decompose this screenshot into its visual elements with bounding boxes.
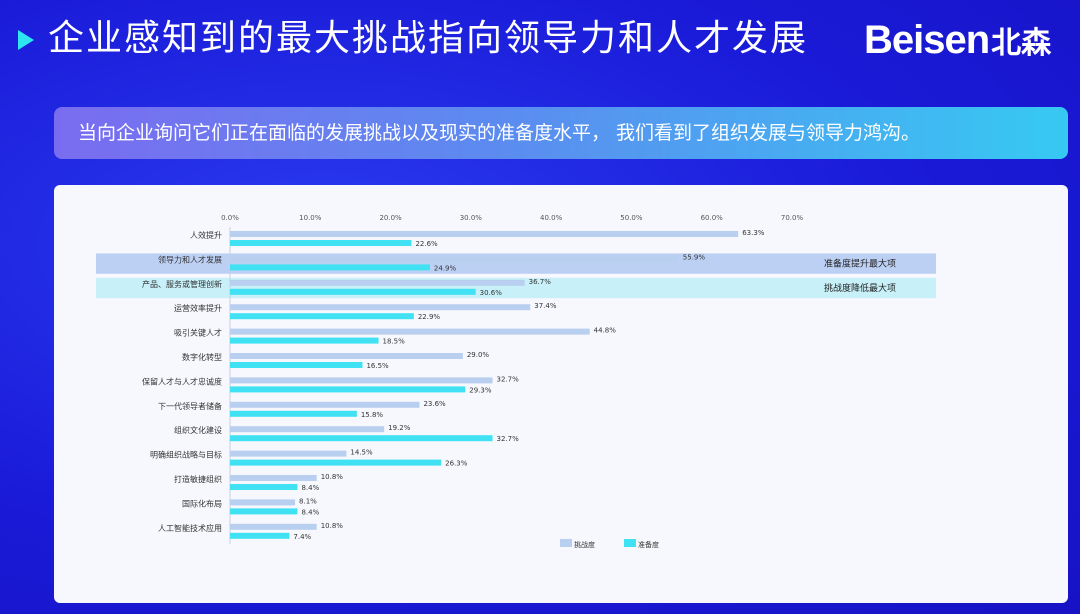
challenge-value-label: 55.9% [683, 253, 706, 261]
readiness-bar [230, 337, 379, 344]
challenge-value-label: 36.7% [529, 278, 552, 286]
category-label: 产品、服务或管理创新 [142, 279, 222, 289]
category-label: 保留人才与人才忠诚度 [142, 376, 222, 386]
logo-text: Beisen [864, 18, 990, 62]
readiness-bar [230, 313, 414, 320]
x-tick-label: 60.0% [701, 214, 724, 222]
category-label: 明确组织战略与目标 [150, 450, 222, 460]
readiness-value-label: 8.4% [301, 508, 319, 516]
readiness-bar [230, 240, 412, 246]
challenge-bar [230, 377, 493, 384]
summary-banner: 当向企业询问它们正在面临的发展挑战以及现实的准备度水平， 我们看到了组织发展与领… [54, 107, 1068, 159]
readiness-bar [230, 435, 493, 442]
challenge-bar [230, 255, 679, 262]
category-label: 人效提升 [190, 230, 222, 240]
readiness-value-label: 29.3% [469, 386, 492, 394]
challenge-bar [230, 328, 590, 335]
challenge-bar [230, 499, 296, 506]
readiness-value-label: 7.4% [293, 533, 311, 541]
challenge-value-label: 14.5% [350, 449, 373, 457]
category-label: 运营效率提升 [174, 303, 222, 313]
challenge-bar [230, 426, 385, 433]
challenge-value-label: 10.8% [321, 473, 344, 481]
readiness-bar [230, 410, 357, 417]
challenge-value-label: 37.4% [534, 302, 557, 310]
challenge-value-label: 63.3% [742, 229, 765, 237]
x-tick-label: 70.0% [781, 214, 804, 222]
x-tick-label: 10.0% [299, 214, 322, 222]
readiness-value-label: 18.5% [383, 338, 406, 346]
challenge-bar [230, 450, 347, 457]
brand-logo: Beisen北森 [864, 18, 1051, 62]
readiness-bar [230, 386, 466, 393]
challenge-value-label: 19.2% [388, 424, 411, 432]
banner-text: 当向企业询问它们正在面临的发展挑战以及现实的准备度水平， 我们看到了组织发展与领… [78, 122, 921, 144]
legend-readiness-swatch [624, 539, 636, 547]
category-label: 下一代领导者储备 [158, 401, 222, 411]
category-label: 领导力和人才发展 [158, 254, 222, 264]
readiness-value-label: 16.5% [366, 362, 389, 370]
readiness-value-label: 26.3% [445, 460, 468, 468]
readiness-value-label: 15.8% [361, 411, 384, 419]
title-arrow-icon [18, 30, 34, 50]
readiness-value-label: 22.9% [418, 313, 441, 321]
challenge-value-label: 44.8% [594, 327, 617, 335]
highlight-label: 准备度提升最大项 [824, 258, 896, 270]
chart-card: 准备度提升最大项 挑战度降低最大项 0.0% 10.0% 20.0% 30.0% 40.0%… [54, 185, 1068, 603]
readiness-bar [230, 459, 442, 466]
readiness-value-label: 30.6% [480, 289, 503, 297]
category-label: 吸引关键人才 [174, 328, 222, 338]
challenge-bar [230, 304, 531, 311]
category-label: 国际化布局 [182, 498, 222, 508]
x-tick-label: 40.0% [540, 214, 563, 222]
challenge-value-label: 29.0% [467, 351, 490, 359]
category-label: 数字化转型 [182, 352, 222, 362]
legend-challenge-swatch [560, 539, 572, 547]
x-tick-label: 0.0% [221, 214, 239, 222]
x-tick-label: 20.0% [379, 214, 402, 222]
readiness-value-label: 22.6% [415, 240, 438, 248]
readiness-value-label: 24.9% [434, 264, 457, 272]
x-tick-label: 50.0% [620, 214, 643, 222]
challenge-value-label: 23.6% [423, 400, 446, 408]
legend-readiness-label: 准备度 [638, 540, 659, 549]
challenge-value-label: 32.7% [497, 375, 520, 383]
challenge-bar [230, 353, 463, 359]
challenge-bar [230, 475, 317, 481]
challenge-bar [230, 279, 525, 286]
category-label: 人工智能技术应用 [158, 523, 222, 533]
readiness-bar [230, 264, 430, 271]
highlight-label: 挑战度降低最大项 [824, 282, 896, 294]
challenge-bar [230, 401, 420, 408]
readiness-bar [230, 532, 290, 539]
readiness-bar [230, 288, 476, 295]
page-title: 企业感知到的最大挑战指向领导力和人才发展 [48, 18, 809, 59]
challenge-value-label: 10.8% [321, 522, 344, 530]
category-label: 打造敏捷组织 [174, 474, 222, 484]
readiness-value-label: 32.7% [497, 435, 520, 443]
readiness-bar [230, 484, 298, 490]
readiness-value-label: 8.4% [301, 484, 319, 492]
readiness-bar [230, 508, 298, 515]
category-label: 组织文化建设 [174, 425, 222, 435]
challenge-value-label: 8.1% [299, 497, 317, 505]
readiness-bar [230, 362, 363, 368]
challenge-bar [230, 231, 739, 237]
legend-challenge-label: 挑战度 [574, 540, 595, 549]
logo-cn-text: 北森 [991, 27, 1052, 60]
x-tick-label: 30.0% [460, 214, 483, 222]
challenge-bar [230, 523, 317, 530]
